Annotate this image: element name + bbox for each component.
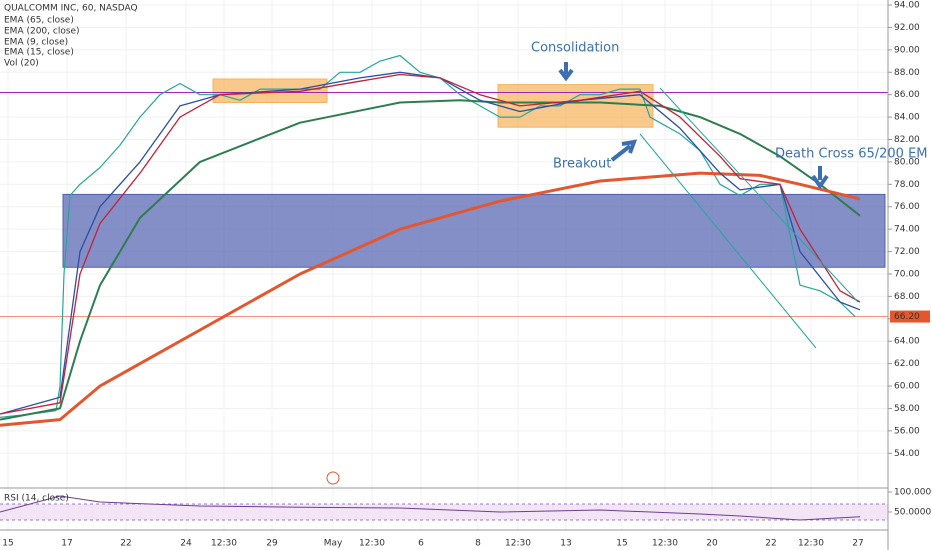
rsi-pane — [0, 495, 888, 521]
y-tick-label: 86.00 — [894, 90, 920, 100]
x-tick-label: 12:30 — [359, 539, 385, 549]
y-tick-label: 84.00 — [894, 113, 920, 123]
x-tick-label: 24 — [180, 539, 192, 549]
y-tick-label: 54.00 — [894, 449, 920, 459]
legend-entry: Vol (20) — [4, 59, 39, 69]
x-tick-label: 13 — [560, 539, 571, 549]
y-tick-label: 92.00 — [894, 23, 920, 33]
x-tick-label: 22 — [765, 539, 776, 549]
y-tick-label: 72.00 — [894, 247, 920, 257]
y-tick-label: 82.00 — [894, 135, 920, 145]
annotation: Death Cross 65/200 EM — [775, 147, 928, 162]
y-tick-label: 64.00 — [894, 337, 920, 347]
series-line — [0, 171, 861, 427]
zone — [62, 193, 886, 268]
arrow — [610, 139, 638, 162]
arrow — [558, 62, 574, 82]
y-tick-label: 88.00 — [894, 68, 920, 78]
series-line — [0, 73, 861, 415]
series-line — [0, 99, 861, 421]
rsi-tick-label: 100.0000 — [894, 488, 932, 498]
x-tick-label: 15 — [616, 539, 627, 549]
rsi-tick-label: 50.0000 — [894, 508, 931, 518]
y-tick-label: 62.00 — [894, 359, 920, 369]
y-tick-label: 56.00 — [894, 426, 920, 436]
earnings-icon — [326, 471, 340, 485]
y-tick-label: 76.00 — [894, 202, 920, 212]
last-price-box — [890, 310, 930, 323]
lines — [0, 54, 861, 427]
x-tick-label: 29 — [266, 539, 278, 549]
legend-entry: EMA (65, close) — [4, 16, 74, 26]
rsi-line — [0, 495, 861, 521]
x-tick-label: 22 — [120, 539, 131, 549]
rsi-label: RSI (14, close) — [4, 494, 69, 504]
y-tick-label: 68.00 — [894, 292, 920, 302]
x-tick-label: 12:30 — [211, 539, 237, 549]
x-tick-label: 27 — [852, 539, 863, 549]
x-tick-label: 20 — [706, 539, 718, 549]
last-price-label: 66.20 — [894, 312, 920, 322]
annotation: Consolidation — [531, 41, 619, 56]
x-tick-label: 12:30 — [652, 539, 678, 549]
legend-entry: EMA (200, close) — [4, 27, 80, 37]
arrow — [811, 166, 829, 190]
y-tick-label: 74.00 — [894, 225, 920, 235]
y-tick-label: 58.00 — [894, 404, 920, 414]
legend-entry: EMA (15, close) — [4, 48, 74, 58]
series-line — [0, 71, 861, 415]
x-tick-label: 17 — [61, 539, 72, 549]
x-tick-label: 8 — [475, 539, 481, 549]
y-tick-label: 78.00 — [894, 180, 920, 190]
x-tick-label: May — [324, 539, 343, 549]
channel-line — [659, 87, 859, 303]
x-tick-label: 15 — [2, 539, 13, 549]
series-line — [0, 54, 856, 418]
legend-entry: EMA (9, close) — [4, 38, 68, 48]
x-tick-label: 12:30 — [798, 539, 824, 549]
annotation: Breakout — [553, 157, 611, 172]
x-tick-label: 6 — [418, 539, 424, 549]
y-tick-label: 60.00 — [894, 382, 920, 392]
y-tick-label: 90.00 — [894, 45, 920, 55]
y-tick-label: 80.00 — [894, 157, 920, 167]
rsi-band — [0, 504, 888, 520]
chart-title: QUALCOMM INC, 60, NASDAQ — [4, 4, 138, 14]
x-tick-label: 12:30 — [505, 539, 531, 549]
channel-line — [639, 133, 817, 349]
y-tick-label: 70.00 — [894, 269, 920, 279]
y-tick-label: 94.00 — [894, 1, 920, 11]
